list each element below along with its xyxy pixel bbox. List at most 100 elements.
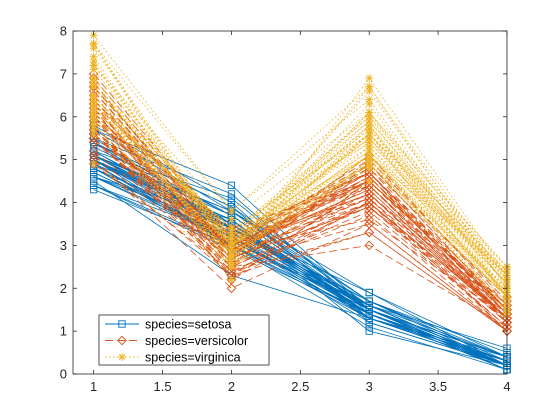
series-line [93, 120, 508, 298]
axes: 1 1.5 2 2.5 3 3.5 4 0 1 2 3 4 5 6 7 8 [60, 24, 511, 395]
series-line [93, 103, 508, 310]
data-point [89, 112, 98, 121]
data-point [365, 310, 373, 318]
data-point [89, 117, 98, 126]
data-point [365, 108, 374, 117]
data-point [88, 150, 99, 161]
x-tick-label: 2.5 [291, 379, 309, 394]
legend-item: species=setosa [105, 317, 232, 331]
legend-item: species=versicolor [105, 334, 248, 348]
data-point [90, 177, 98, 185]
data-point [227, 241, 236, 250]
data-point [364, 227, 375, 238]
x-tick-label: 3 [366, 379, 373, 394]
series-line [93, 86, 508, 276]
data-point [365, 159, 374, 168]
data-point [89, 57, 98, 66]
data-point [90, 168, 98, 177]
data-point [227, 232, 236, 241]
legend-box [98, 314, 270, 366]
x-tick-label: 1.5 [154, 379, 172, 394]
data-point [89, 61, 98, 70]
data-point [89, 52, 98, 61]
data-point [227, 258, 236, 267]
data-point [227, 254, 236, 263]
data-point [89, 95, 98, 104]
data-point [89, 129, 98, 138]
series-line [93, 159, 508, 366]
data-point [365, 134, 374, 143]
data-point [365, 318, 373, 327]
series-line [93, 116, 508, 306]
data-point [89, 39, 98, 48]
data-point [364, 210, 375, 221]
series-line [93, 116, 508, 310]
data-point [365, 142, 374, 151]
legend-label: species=virginica [145, 350, 241, 364]
series-line [93, 99, 508, 293]
x-tick-label: 4 [503, 379, 510, 394]
legend: species=setosa species=versicolor species=… [98, 314, 270, 366]
series-line [93, 103, 508, 293]
y-tick-label: 1 [60, 324, 67, 339]
data-point [227, 262, 236, 271]
plot-area [73, 31, 512, 374]
data-point [364, 193, 375, 204]
series-line [93, 112, 508, 315]
y-tick-label: 4 [60, 195, 67, 210]
data-point [89, 44, 98, 53]
data-point [365, 121, 374, 130]
series-line [93, 65, 508, 298]
series-line [93, 129, 508, 289]
data-point [365, 288, 373, 297]
data-point [227, 194, 236, 202]
data-point [90, 181, 98, 189]
series-line [93, 129, 508, 332]
data-point [227, 190, 236, 198]
data-point [365, 301, 373, 310]
series-line [93, 129, 508, 319]
series-line [93, 43, 508, 276]
data-point [365, 82, 374, 91]
y-tick-label: 8 [60, 24, 67, 39]
data-point [365, 327, 373, 335]
data-point [89, 31, 98, 40]
data-point [365, 129, 374, 138]
series-species=virginica [89, 31, 511, 318]
data-point [365, 306, 373, 314]
series-line [93, 107, 508, 276]
data-point [365, 99, 374, 108]
data-point [365, 297, 373, 305]
data-point [90, 138, 98, 147]
legend-marker [118, 353, 126, 361]
data-point [227, 275, 236, 284]
data-point [89, 99, 98, 108]
x-tick-label: 1 [90, 379, 97, 394]
data-point [365, 112, 374, 121]
series-line [93, 163, 508, 302]
y-tick-label: 7 [60, 66, 67, 81]
data-point [89, 104, 98, 113]
series-line [93, 137, 508, 332]
y-tick-label: 6 [60, 109, 67, 124]
data-point [365, 74, 374, 83]
data-point [365, 125, 374, 134]
legend-label: species=setosa [145, 317, 232, 331]
data-point [226, 274, 237, 285]
series-line [93, 103, 508, 306]
series-line [93, 77, 508, 276]
series-line [93, 137, 508, 328]
data-point [90, 147, 98, 155]
data-point [365, 151, 374, 160]
series-line [93, 86, 508, 268]
data-point [90, 185, 98, 194]
data-point [89, 125, 98, 134]
data-point [89, 121, 98, 130]
x-tick-label: 3.5 [429, 379, 447, 394]
data-point [89, 65, 98, 74]
series-line [93, 133, 508, 328]
series-line [93, 133, 508, 319]
series-line [93, 65, 508, 268]
y-tick-label: 3 [60, 238, 67, 253]
